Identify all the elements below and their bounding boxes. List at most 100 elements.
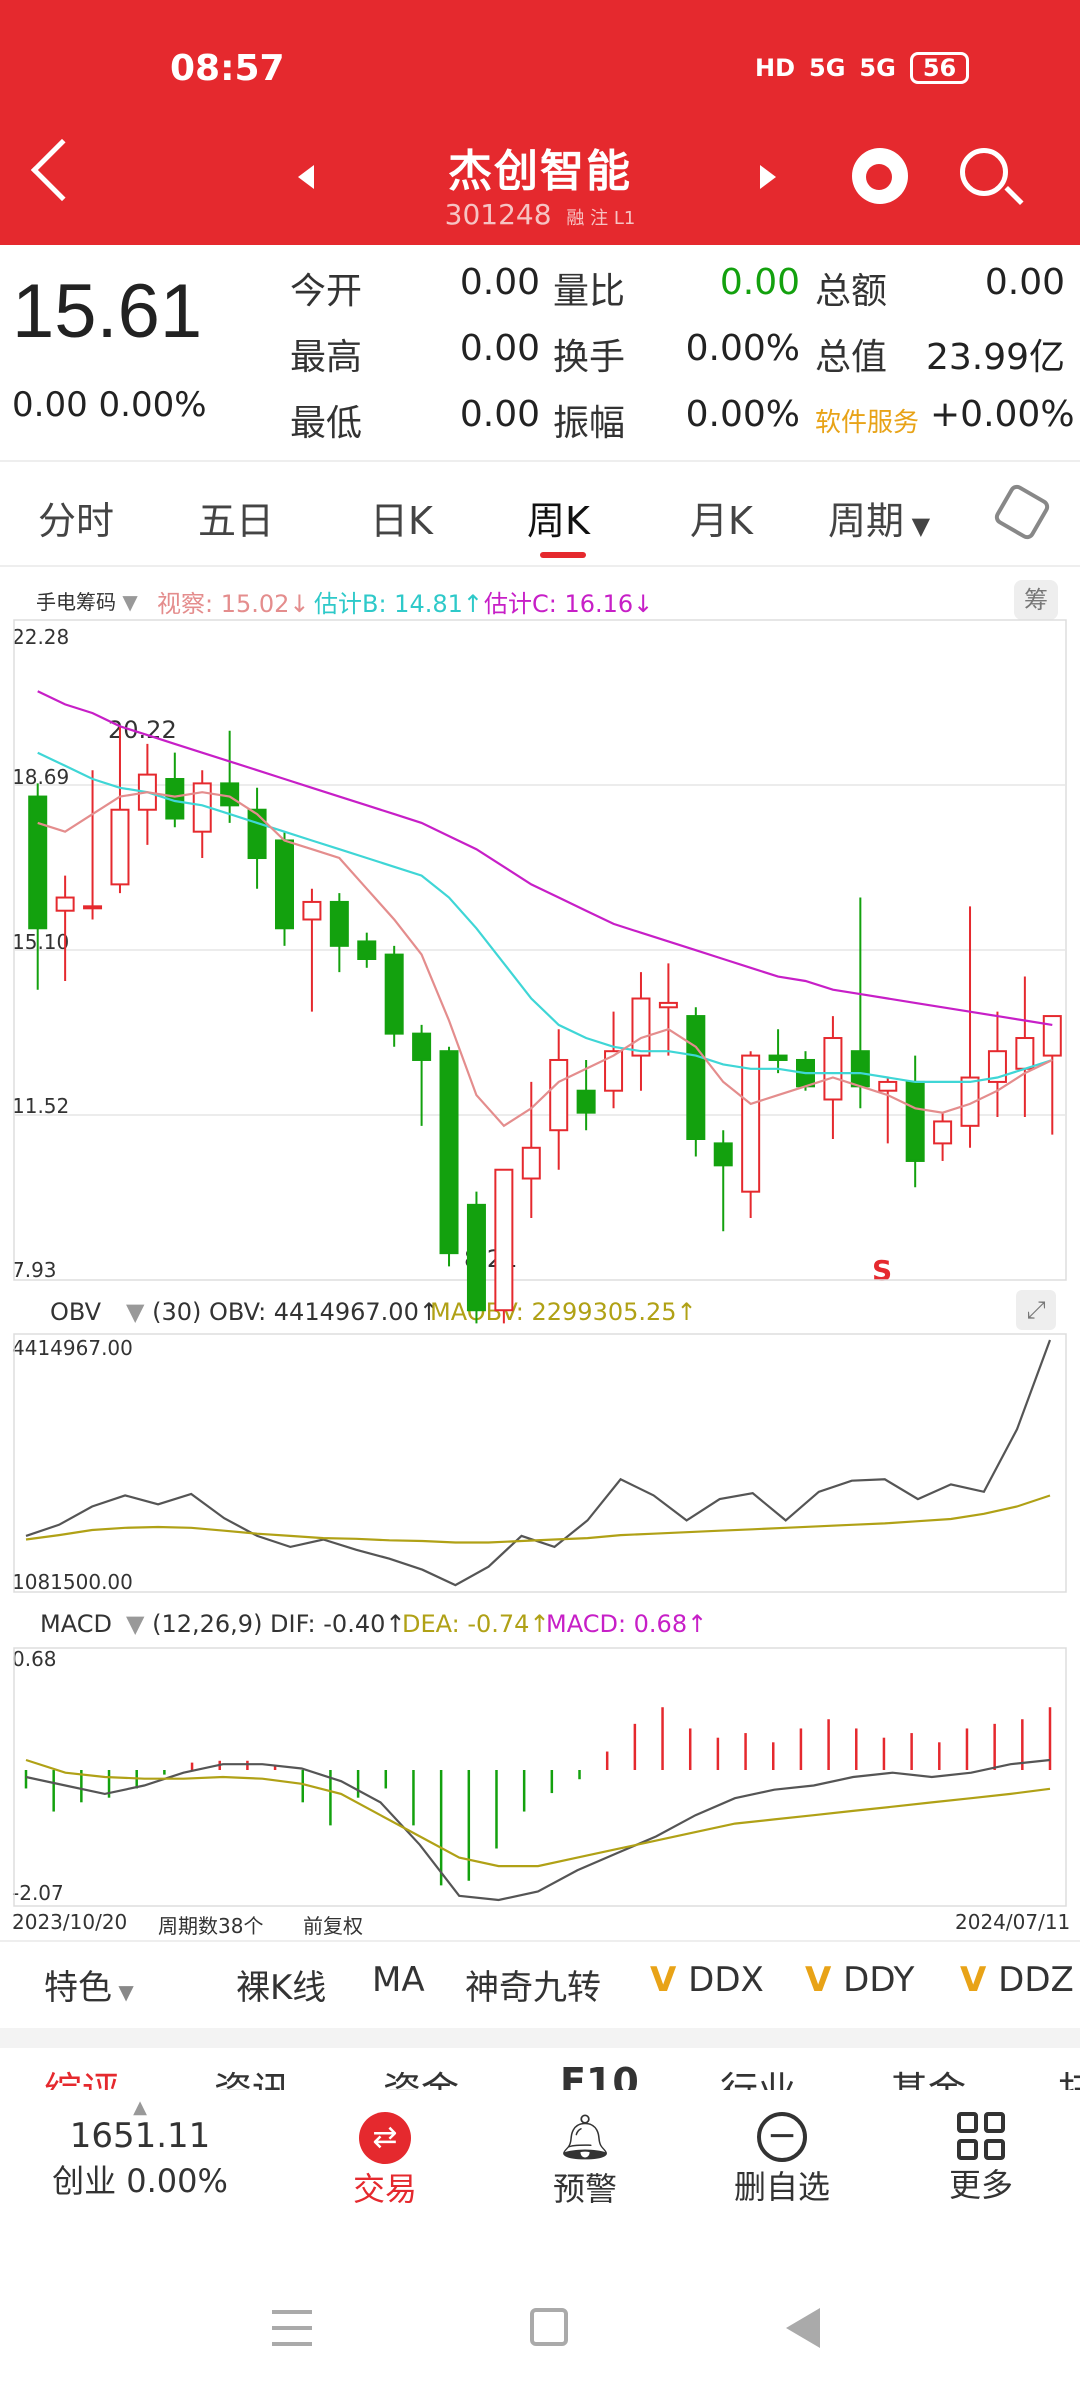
- tab-overview[interactable]: 综评: [44, 2060, 120, 2090]
- feature-tab[interactable]: 特色 ▼: [44, 1960, 134, 2009]
- indicator-tabs: 特色 ▼ 裸K线 MA 神奇九转 V DDX V DDY V DDZ: [0, 1948, 1080, 2016]
- tab-funds[interactable]: 资金: [383, 2060, 459, 2090]
- stock-code-number: 301248: [444, 198, 552, 231]
- obv-indicator[interactable]: OBV: [50, 1298, 101, 1326]
- macd-bottom-tick: -2.07: [12, 1881, 64, 1905]
- candle-body: [686, 1015, 706, 1141]
- signal-5g-icon: 5G: [809, 54, 846, 82]
- caret-up-icon: ▲: [133, 2097, 147, 2118]
- next-stock-icon[interactable]: [760, 165, 776, 189]
- market-cap-value: 23.99亿: [925, 337, 1065, 378]
- low-label: 最低: [290, 403, 363, 444]
- menu-icon[interactable]: [272, 2310, 312, 2346]
- maobv-value: MAOBV: 2299305.25↑: [430, 1298, 697, 1326]
- tab-industry[interactable]: 行业: [720, 2060, 796, 2090]
- feature-tab-label: 特色: [44, 1968, 112, 2008]
- candle-body: [247, 808, 267, 860]
- candle-body: [905, 1080, 925, 1162]
- turnover-rate-value: 0.00%: [685, 328, 800, 369]
- battery-icon: 56: [909, 52, 970, 84]
- tab-news[interactable]: 资讯: [214, 2060, 290, 2090]
- nav-trade[interactable]: ⇄ 交易: [330, 2112, 440, 2210]
- high-label: 最高: [290, 337, 363, 378]
- tab-monthly-k[interactable]: 月K: [690, 499, 753, 543]
- tab-ddx-label: DDX: [688, 1960, 764, 2000]
- dif-line: [25, 1758, 1051, 1902]
- vip-icon: V: [805, 1960, 844, 2000]
- k-tick-2: 18.69: [12, 765, 70, 789]
- candle-body: [357, 940, 377, 961]
- tab-ddz[interactable]: V DDZ: [960, 1960, 1074, 2000]
- obv-params-text: (30) OBV: 4414967.00↑: [152, 1298, 439, 1326]
- sector-link[interactable]: 软件服务: [815, 408, 920, 438]
- index-ticker[interactable]: ▲ 1651.11 创业 0.00%: [40, 2097, 240, 2202]
- tab-naked-k[interactable]: 裸K线: [236, 1968, 327, 2008]
- nav-remove-watchlist[interactable]: − 删自选: [722, 2112, 842, 2208]
- candle-body: [1042, 1015, 1062, 1057]
- candle-body: [768, 1054, 788, 1061]
- expand-icon[interactable]: ⤢: [1016, 1290, 1056, 1330]
- candle-body: [1015, 1037, 1035, 1070]
- status-icons: HD 5G 5G 56: [755, 52, 970, 84]
- candle-body: [192, 782, 212, 833]
- index-label: 创业 0.00%: [52, 2162, 228, 2200]
- nav-more[interactable]: 更多: [926, 2112, 1036, 2206]
- candle-body: [878, 1080, 898, 1092]
- candle-body: [960, 1076, 980, 1127]
- nav-alert[interactable]: 🔔︎ 预警: [530, 2112, 640, 2210]
- robot-assistant-icon[interactable]: [852, 148, 908, 204]
- obv-top-tick: 4414967.00: [12, 1336, 133, 1360]
- candle-body: [850, 1050, 870, 1088]
- search-icon[interactable]: [960, 148, 1008, 196]
- tab-intraday[interactable]: 分时: [38, 499, 115, 543]
- tab-period[interactable]: 周期 ▼: [828, 490, 930, 545]
- candle-body: [987, 1050, 1007, 1083]
- tab-magic-nine[interactable]: 神奇九转: [465, 1968, 601, 2008]
- macd-params-text: (12,26,9) DIF: -0.40↑: [152, 1610, 406, 1638]
- tab-ma[interactable]: MA: [372, 1960, 425, 2000]
- candle-body: [933, 1120, 953, 1145]
- adjust-mode: 前复权: [303, 1914, 363, 1938]
- tab-ddx[interactable]: V DDX: [650, 1960, 764, 2000]
- tab-weekly-k[interactable]: 周K: [527, 499, 590, 543]
- k-tick-3: 15.10: [12, 930, 70, 954]
- k-high-label: 20.22: [108, 716, 177, 744]
- macd-indicator[interactable]: MACD: [40, 1610, 112, 1638]
- open-value: 0.00: [459, 262, 540, 303]
- change-value: 0.00: [12, 385, 88, 425]
- candle-body: [110, 808, 130, 886]
- tab-fund[interactable]: 基金: [890, 2060, 966, 2090]
- trade-icon: ⇄: [359, 2112, 411, 2164]
- legend-est-c: 估计C: 16.16↓: [484, 590, 654, 618]
- tab-period-label: 周期: [828, 499, 905, 543]
- maobv-line: [25, 1494, 1051, 1544]
- k-tick-4: 11.52: [12, 1094, 70, 1118]
- home-icon[interactable]: [530, 2308, 568, 2346]
- active-tab-indicator: [540, 552, 586, 558]
- bottom-nav: ▲ 1651.11 创业 0.00% ⇄ 交易 🔔︎ 预警 − 删自选 更多: [0, 2090, 1080, 2220]
- chip-indicator-label: 手电筹码: [36, 590, 116, 614]
- candle-body: [658, 1001, 678, 1009]
- obv-line: [25, 1339, 1052, 1587]
- sell-signal-marker: S: [872, 1254, 893, 1287]
- candle-body: [302, 900, 322, 921]
- tab-more[interactable]: 扫: [1058, 2060, 1080, 2090]
- tab-ddy[interactable]: V DDY: [805, 1960, 914, 2000]
- vip-icon: V: [960, 1960, 999, 2000]
- tab-f10[interactable]: F10: [560, 2060, 639, 2090]
- candle-body: [576, 1089, 596, 1114]
- candle-body: [274, 839, 295, 930]
- tab-five-day[interactable]: 五日: [198, 499, 275, 543]
- chip-button[interactable]: 筹: [1014, 580, 1058, 620]
- divider: [0, 1940, 1080, 1942]
- stock-code: 301248 融 注 L1: [0, 198, 1080, 231]
- tab-daily-k[interactable]: 日K: [370, 499, 433, 543]
- candle-body: [137, 773, 157, 811]
- chip-indicator[interactable]: 手电筹码 ▼: [36, 586, 138, 615]
- back-nav-icon[interactable]: [786, 2308, 820, 2348]
- legend-est-b: 估计B: 14.81↑: [314, 590, 483, 618]
- prev-stock-icon[interactable]: [298, 165, 314, 189]
- period-tabs: 分时 五日 日K 周K 月K 周期 ▼: [0, 470, 1080, 565]
- chevron-down-icon: ▼: [126, 1298, 153, 1326]
- legend-view: 视察: 15.02↓: [157, 590, 310, 618]
